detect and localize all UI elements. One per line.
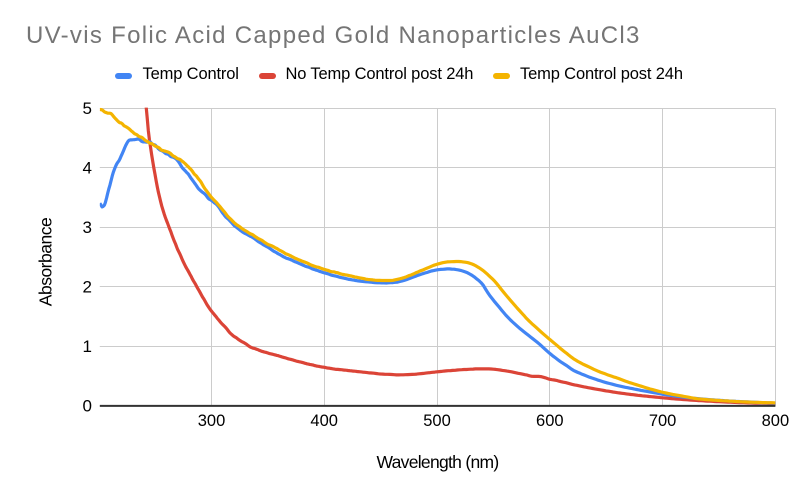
svg-text:0: 0 (83, 397, 92, 416)
svg-text:Absorbance: Absorbance (36, 218, 56, 306)
svg-text:5: 5 (83, 99, 92, 118)
svg-text:300: 300 (198, 412, 226, 430)
svg-text:3: 3 (83, 218, 92, 237)
svg-text:700: 700 (649, 412, 677, 430)
svg-text:Wavelength (nm): Wavelength (nm) (376, 452, 498, 472)
svg-text:800: 800 (762, 412, 790, 430)
svg-text:600: 600 (536, 412, 564, 430)
svg-text:1: 1 (83, 337, 92, 356)
svg-text:400: 400 (310, 412, 338, 430)
svg-text:500: 500 (423, 412, 451, 430)
svg-text:4: 4 (83, 159, 92, 178)
svg-text:2: 2 (83, 278, 92, 297)
